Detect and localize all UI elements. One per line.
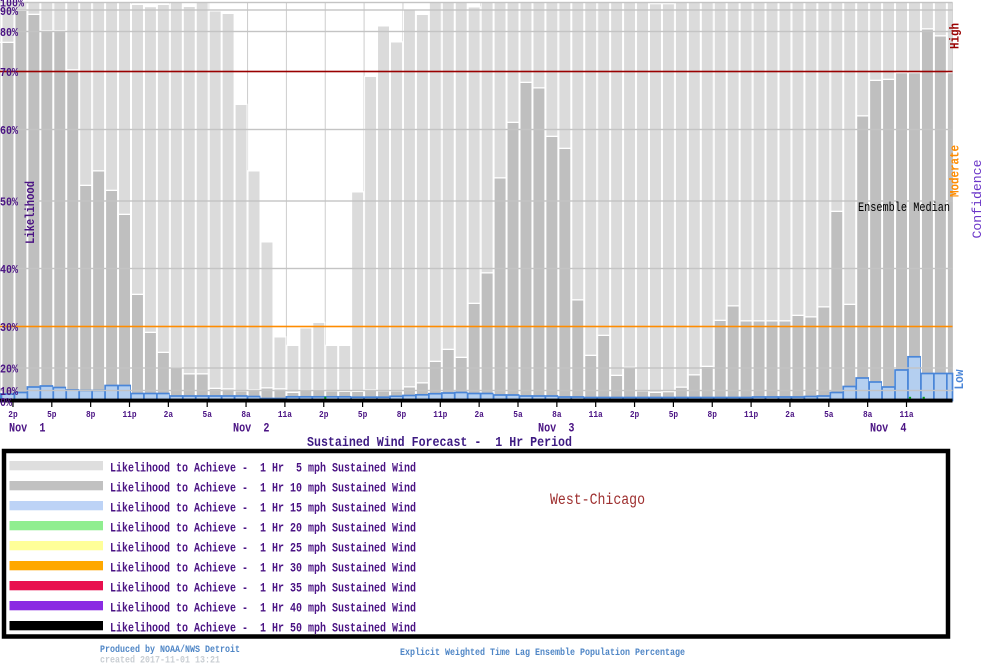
svg-text:Likelihood to Achieve - 1 Hr: Likelihood to Achieve - 1 Hr 15 mph Sust…: [110, 502, 416, 516]
svg-text:70%: 70%: [0, 66, 19, 80]
svg-text:Nov 3: Nov 3: [538, 422, 575, 436]
svg-text:40%: 40%: [0, 263, 19, 277]
svg-text:5p: 5p: [47, 409, 57, 420]
svg-text:High: High: [949, 23, 963, 49]
svg-text:11p: 11p: [433, 409, 447, 420]
svg-text:Low: Low: [953, 369, 967, 389]
svg-text:5p: 5p: [669, 409, 679, 420]
svg-text:2p: 2p: [630, 409, 640, 420]
svg-text:Likelihood to Achieve - 1 Hr: Likelihood to Achieve - 1 Hr 10 mph Sust…: [110, 482, 416, 496]
svg-text:5p: 5p: [358, 409, 368, 420]
svg-text:100%: 100%: [0, 0, 25, 11]
svg-text:8a: 8a: [863, 409, 873, 420]
svg-text:Produced by NOAA/NWS Detroit: Produced by NOAA/NWS Detroit: [100, 644, 240, 656]
svg-text:Nov 1: Nov 1: [9, 422, 46, 436]
svg-text:Sustained Wind Forecast - 1 H: Sustained Wind Forecast - 1 Hr Period: [307, 436, 572, 451]
svg-text:0%: 0%: [0, 396, 13, 410]
svg-text:Likelihood to Achieve - 1 Hr: Likelihood to Achieve - 1 Hr 5 mph Susta…: [110, 462, 416, 476]
svg-text:Likelihood: Likelihood: [24, 181, 38, 244]
svg-text:2p: 2p: [8, 409, 18, 420]
svg-text:8p: 8p: [86, 409, 96, 420]
svg-text:2a: 2a: [474, 409, 484, 420]
svg-text:Moderate: Moderate: [949, 145, 963, 197]
svg-text:Nov 4: Nov 4: [870, 422, 907, 436]
svg-text:60%: 60%: [0, 124, 19, 138]
svg-text:5a: 5a: [203, 409, 213, 420]
svg-text:50%: 50%: [0, 195, 19, 209]
svg-text:5a: 5a: [513, 409, 523, 420]
svg-text:11a: 11a: [589, 409, 603, 420]
svg-text:30%: 30%: [0, 321, 19, 335]
svg-text:10%: 10%: [0, 385, 19, 399]
svg-text:Confidence: Confidence: [970, 160, 985, 239]
svg-text:Likelihood to Achieve - 1 Hr: Likelihood to Achieve - 1 Hr 35 mph Sust…: [110, 582, 416, 596]
svg-text:8a: 8a: [552, 409, 562, 420]
svg-text:2a: 2a: [785, 409, 795, 420]
svg-text:8p: 8p: [397, 409, 407, 420]
svg-text:West-Chicago: West-Chicago: [550, 491, 645, 509]
svg-text:11p: 11p: [744, 409, 758, 420]
svg-text:Explicit Weighted Time Lag Ens: Explicit Weighted Time Lag Ensemble Popu…: [400, 647, 685, 659]
svg-text:Ensemble Median: Ensemble Median: [858, 201, 950, 215]
svg-text:11a: 11a: [899, 409, 913, 420]
svg-text:Likelihood to Achieve - 1 Hr: Likelihood to Achieve - 1 Hr 40 mph Sust…: [110, 602, 416, 616]
svg-text:90%: 90%: [0, 5, 19, 19]
svg-text:2p: 2p: [319, 409, 329, 420]
svg-text:8p: 8p: [708, 409, 718, 420]
svg-text:Likelihood to Achieve - 1 Hr: Likelihood to Achieve - 1 Hr 30 mph Sust…: [110, 562, 416, 576]
svg-text:8a: 8a: [241, 409, 251, 420]
svg-text:Likelihood to Achieve - 1 Hr: Likelihood to Achieve - 1 Hr 25 mph Sust…: [110, 542, 416, 556]
svg-text:5a: 5a: [824, 409, 834, 420]
svg-text:11p: 11p: [122, 409, 136, 420]
svg-text:11a: 11a: [278, 409, 292, 420]
svg-text:Likelihood to Achieve - 1 Hr: Likelihood to Achieve - 1 Hr 20 mph Sust…: [110, 522, 416, 536]
svg-text:80%: 80%: [0, 26, 19, 40]
svg-text:2a: 2a: [164, 409, 174, 420]
svg-text:Likelihood to Achieve - 1 Hr: Likelihood to Achieve - 1 Hr 50 mph Sust…: [110, 622, 416, 636]
svg-text:20%: 20%: [0, 362, 19, 376]
svg-text:Nov 2: Nov 2: [233, 422, 270, 436]
svg-text:created 2017-11-01 13:21: created 2017-11-01 13:21: [100, 655, 220, 667]
